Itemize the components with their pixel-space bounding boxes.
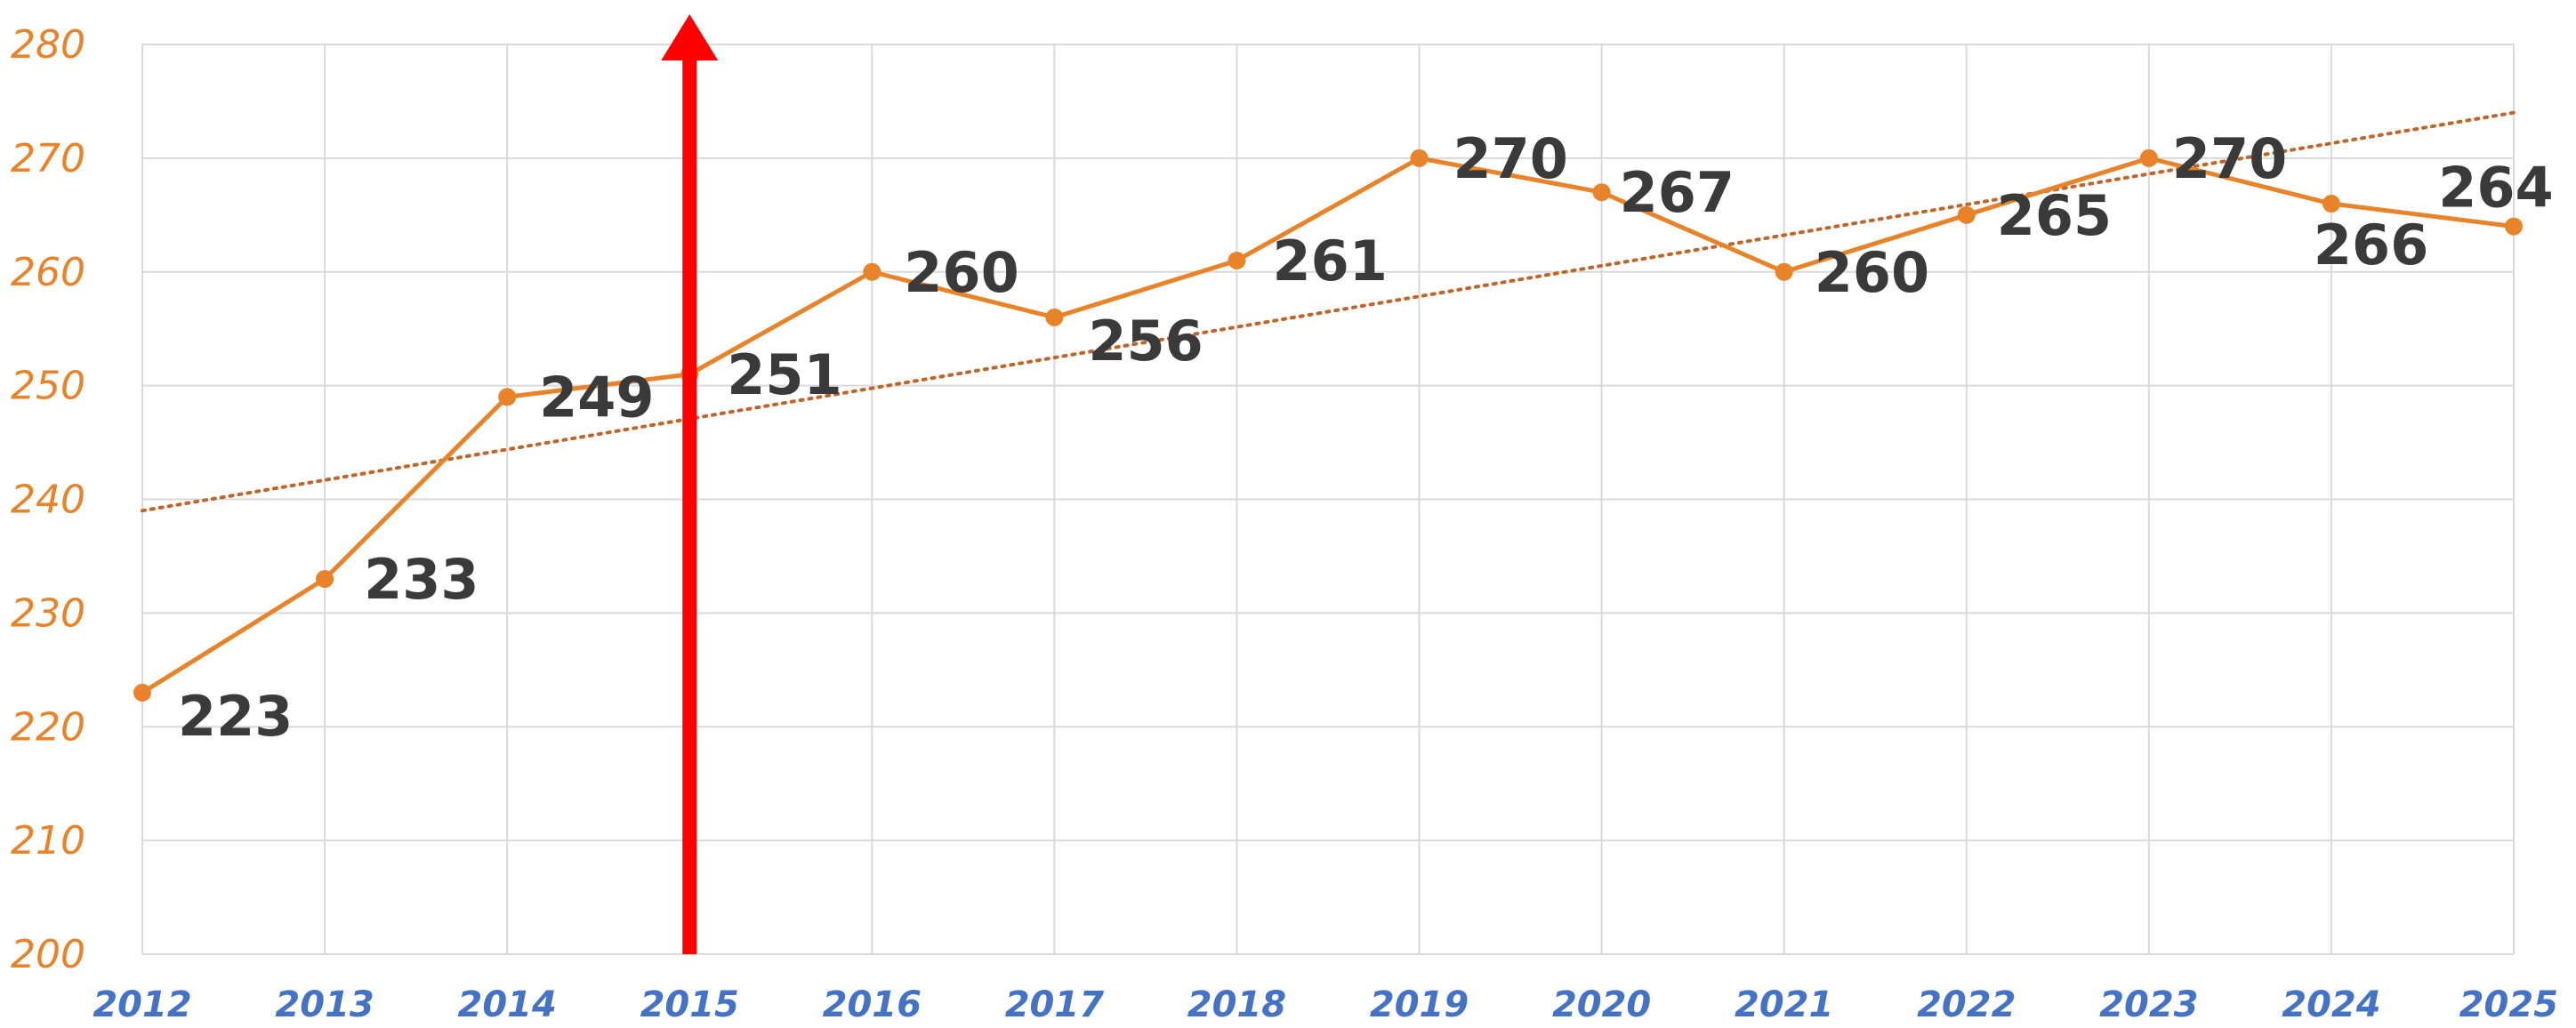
marker-group (661, 14, 719, 954)
y-axis-tick-labels: 200 210 220 230 240 250 260 270 280 (11, 22, 85, 977)
chart-grid (141, 44, 2515, 955)
data-label: 260 (1815, 240, 1929, 305)
data-label: 260 (904, 240, 1018, 305)
y-tick-label: 200 (11, 932, 85, 977)
x-tick-label: 2012 (93, 984, 191, 1025)
data-label: 266 (2314, 213, 2428, 277)
x-tick-label: 2017 (1005, 984, 1104, 1025)
data-label: 265 (1997, 183, 2112, 248)
marker-arrow-head (661, 14, 719, 60)
y-tick-label: 280 (11, 22, 85, 68)
data-point (316, 570, 334, 589)
data-point (863, 262, 881, 281)
data-labels: 223 233 249 251 260 256 261 270 267 260 265 270 2662… (178, 126, 2554, 749)
data-point (2139, 149, 2158, 167)
data-label: 251 (727, 342, 841, 407)
y-tick-label: 250 (11, 364, 85, 409)
data-point (498, 388, 517, 406)
x-tick-label: 2013 (275, 984, 374, 1025)
data-label: 223 (178, 684, 293, 749)
y-tick-label: 220 (11, 704, 85, 750)
data-point (1775, 262, 1793, 281)
x-tick-label: 2020 (1552, 984, 1651, 1025)
marker-arrow-shaft (682, 53, 697, 954)
x-tick-label: 2019 (1370, 984, 1469, 1025)
x-axis-tick-labels: 2012 2013 2014 2015 2016 2017 2018 2019 2020 2021… (93, 984, 2558, 1025)
trendline (141, 110, 2516, 513)
data-point (1045, 308, 1064, 326)
x-tick-label: 2023 (2099, 984, 2198, 1025)
data-label: 249 (539, 365, 654, 430)
data-label: 261 (1272, 229, 1387, 293)
data-label: 233 (364, 547, 479, 612)
y-tick-label: 260 (11, 250, 85, 295)
data-point (1410, 149, 1429, 167)
data-label: 267 (1620, 160, 1735, 225)
data-point (1957, 205, 1976, 224)
data-label: 256 (1088, 309, 1203, 373)
x-tick-label: 2021 (1735, 984, 1833, 1025)
series-line (141, 156, 2515, 695)
data-label: 270 (1453, 126, 1568, 191)
data-label: 264 (2438, 156, 2553, 221)
y-tick-label: 270 (11, 136, 85, 181)
x-tick-label: 2025 (2459, 984, 2558, 1025)
data-point (2505, 217, 2523, 236)
x-tick-label: 2014 (457, 984, 556, 1025)
data-point (2322, 195, 2340, 213)
y-tick-label: 240 (11, 478, 85, 523)
data-point (1592, 183, 1611, 202)
y-tick-label: 210 (11, 818, 85, 863)
x-tick-label: 2016 (823, 984, 922, 1025)
data-label: 270 (2172, 126, 2287, 191)
data-point (1228, 251, 1246, 269)
trendline-group (141, 110, 2516, 513)
y-tick-label: 230 (11, 590, 85, 636)
data-point (133, 683, 151, 702)
x-tick-label: 2015 (640, 984, 739, 1025)
x-tick-label: 2022 (1917, 984, 2016, 1025)
x-tick-label: 2018 (1187, 984, 1286, 1025)
series-group (133, 149, 2523, 702)
x-tick-label: 2024 (2282, 984, 2380, 1025)
